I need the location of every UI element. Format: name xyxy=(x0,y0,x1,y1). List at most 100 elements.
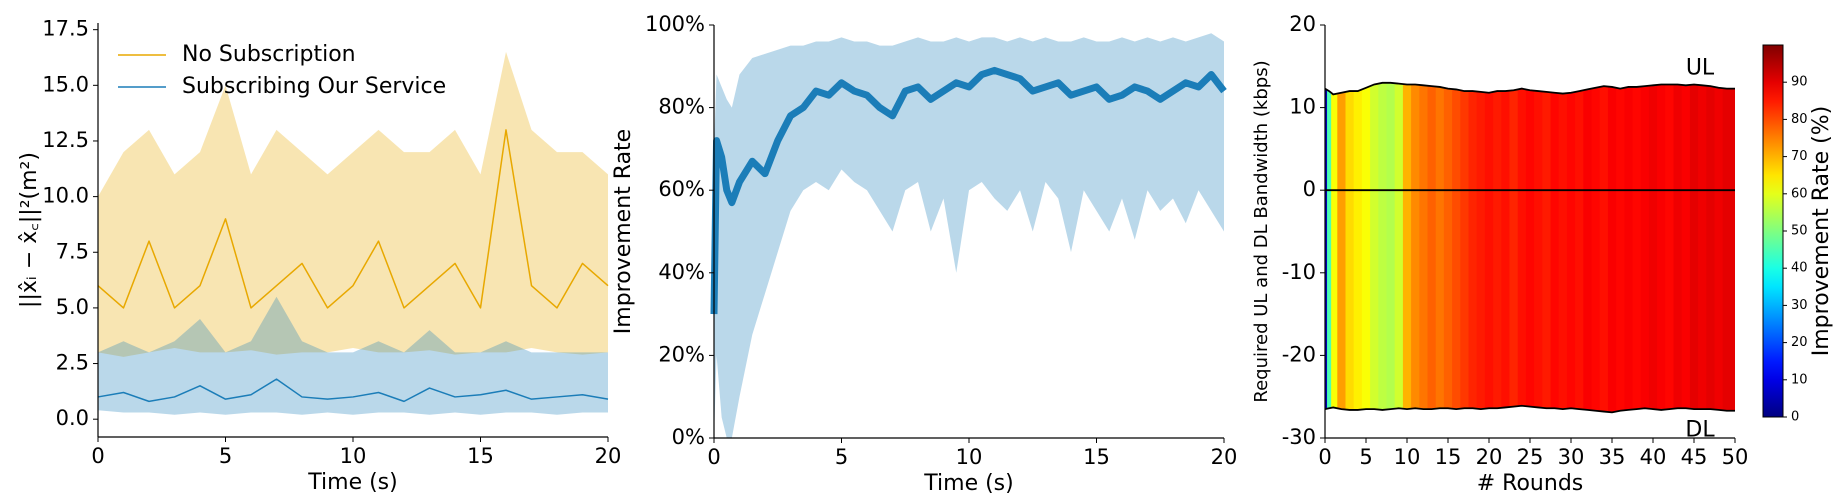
stripe xyxy=(1361,82,1371,413)
stripe xyxy=(1386,82,1396,413)
series-band xyxy=(98,51,608,357)
y-tick-label: 2.5 xyxy=(56,351,89,375)
ul-line xyxy=(1324,81,1735,96)
stripe xyxy=(1402,82,1412,413)
stripe xyxy=(1558,82,1568,413)
stripe xyxy=(1730,82,1735,413)
stripe xyxy=(1353,82,1363,413)
stripe xyxy=(1452,82,1461,413)
stripe xyxy=(1325,82,1328,413)
y-axis-label: ||x̂ᵢ − x̂꜀||²(m²) xyxy=(17,152,42,308)
y-tick-label: 100% xyxy=(645,12,705,36)
y-tick-label: 60% xyxy=(658,177,705,201)
stripe xyxy=(1566,82,1576,413)
stripe xyxy=(1509,82,1519,413)
x-axis-label: Time (s) xyxy=(923,471,1013,496)
stripe xyxy=(1493,82,1502,413)
stripe xyxy=(1689,82,1699,413)
y-tick-label: 40% xyxy=(658,260,705,284)
y-tick-label: 10 xyxy=(1289,95,1316,119)
colorbar-tick-label: 30 xyxy=(1791,298,1808,313)
stripe xyxy=(1476,82,1486,413)
stripe xyxy=(1657,82,1666,413)
stripe xyxy=(1681,82,1691,413)
stripe xyxy=(1394,82,1404,413)
stripe xyxy=(1427,82,1437,413)
y-axis-label: Required UL and DL Bandwidth (kbps) xyxy=(1251,60,1272,402)
x-tick-label: 10 xyxy=(956,445,983,469)
stripe xyxy=(1460,82,1470,413)
y-tick-label: 0% xyxy=(672,425,705,449)
annotation: UL xyxy=(1686,56,1715,81)
x-tick-label: 15 xyxy=(467,444,494,468)
colorbar-tick-label: 0 xyxy=(1791,410,1799,425)
stripe xyxy=(1575,82,1584,413)
y-tick-label: -10 xyxy=(1282,260,1316,284)
dl-line xyxy=(1324,404,1735,414)
x-tick-label: 25 xyxy=(1517,445,1544,469)
y-tick-label: 80% xyxy=(658,95,705,119)
stripe xyxy=(1616,82,1625,413)
stripe xyxy=(1542,82,1552,413)
y-tick-label: 15.0 xyxy=(42,72,89,96)
x-tick-label: 10 xyxy=(1394,445,1421,469)
y-tick-label: -20 xyxy=(1282,342,1316,366)
stripe xyxy=(1550,82,1560,413)
stripe xyxy=(1591,82,1601,413)
stripe xyxy=(1698,82,1707,413)
stripe xyxy=(1648,82,1658,413)
y-tick-label: 5.0 xyxy=(56,295,89,319)
y-tick-label: 20 xyxy=(1289,12,1316,36)
stripe xyxy=(1345,82,1355,413)
colorbar-tick-label: 50 xyxy=(1791,224,1808,239)
y-tick-label: 17.5 xyxy=(42,17,89,41)
x-tick-label: 0 xyxy=(91,444,104,468)
plot-2 xyxy=(710,33,1227,438)
x-tick-label: 5 xyxy=(219,444,232,468)
stripe xyxy=(1327,82,1332,413)
x-tick-label: 30 xyxy=(1558,445,1585,469)
colorbar-tick-label: 20 xyxy=(1791,335,1808,350)
colorbar-label: Improvement Rate (%) xyxy=(1809,106,1834,357)
x-axis-label: # Rounds xyxy=(1477,471,1584,496)
stripes xyxy=(1325,82,1735,413)
stripe xyxy=(1534,82,1543,413)
x-tick-label: 20 xyxy=(1476,445,1503,469)
series-band xyxy=(714,33,1224,438)
series-line xyxy=(710,66,1227,315)
colorbar-tick-label: 60 xyxy=(1791,186,1808,201)
y-tick-label: -30 xyxy=(1282,425,1316,449)
stripe xyxy=(1411,82,1420,413)
stripe xyxy=(1443,82,1453,413)
x-tick-label: 5 xyxy=(835,445,848,469)
x-tick-label: 40 xyxy=(1640,445,1667,469)
stripe xyxy=(1624,82,1634,413)
stripe xyxy=(1468,82,1478,413)
x-axis-label: Time (s) xyxy=(307,470,397,495)
x-tick-label: 15 xyxy=(1083,445,1110,469)
y-tick-label: 10.0 xyxy=(42,184,89,208)
stripe xyxy=(1331,82,1338,413)
stripe xyxy=(1370,82,1379,413)
stripe xyxy=(1706,82,1716,413)
x-tick-label: 35 xyxy=(1599,445,1626,469)
colorbar-tick-label: 70 xyxy=(1791,149,1808,164)
x-tick-label: 0 xyxy=(1318,445,1331,469)
annotation: DL xyxy=(1685,418,1715,443)
colorbar-tick-label: 10 xyxy=(1791,372,1808,387)
stripe xyxy=(1435,82,1445,413)
plot-3: UL DL xyxy=(1324,56,1735,443)
legend-label: No Subscription xyxy=(182,42,356,67)
stripe xyxy=(1722,82,1732,413)
colorbar-tick-label: 40 xyxy=(1791,261,1808,276)
y-tick-label: 0 xyxy=(1303,177,1316,201)
stripe xyxy=(1665,82,1675,413)
y-tick-label: 7.5 xyxy=(56,239,89,263)
x-tick-label: 10 xyxy=(340,444,367,468)
stripe xyxy=(1640,82,1650,413)
stripe xyxy=(1583,82,1593,413)
plot-1 xyxy=(97,51,609,415)
stripe xyxy=(1484,82,1494,413)
stripe xyxy=(1378,82,1388,413)
